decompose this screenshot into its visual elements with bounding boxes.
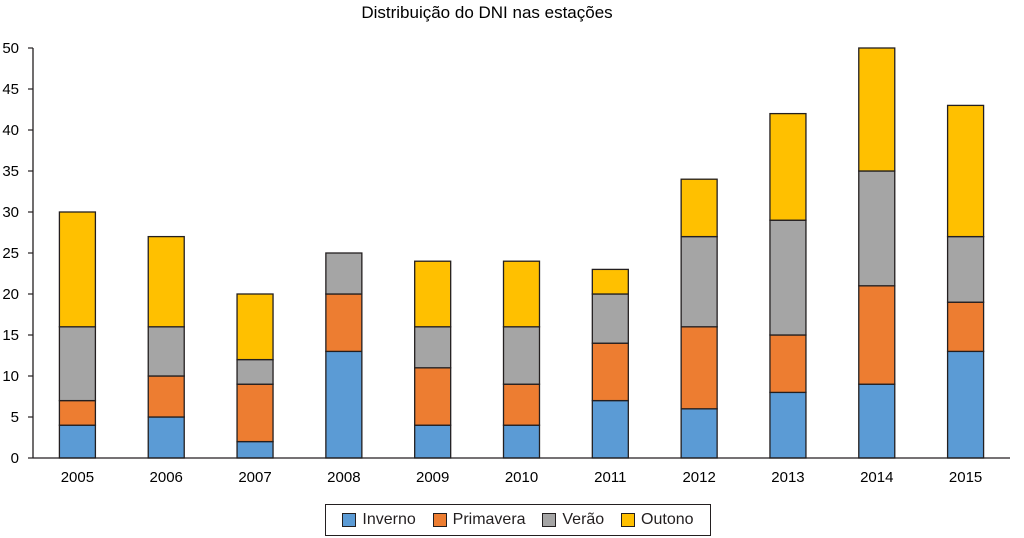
bar-verao-2007 [236, 358, 274, 385]
bar-outono-2007 [236, 293, 274, 361]
bar-primavera-2006 [147, 375, 185, 418]
x-tick-label: 2005 [61, 469, 94, 486]
bar-outono-2005 [58, 211, 97, 328]
bar-outono-2009 [414, 260, 452, 328]
bar-inverno-2005 [58, 424, 97, 459]
legend-item: Outono [621, 511, 694, 529]
legend-item: Inverno [342, 511, 416, 529]
y-tick-label: 15 [2, 327, 19, 344]
y-tick-label: 25 [2, 245, 19, 262]
x-tick-label: 2015 [949, 469, 982, 486]
bar-primavera-2013 [769, 334, 807, 394]
bar-outono-2015 [946, 104, 985, 238]
x-tick-label: 2006 [150, 469, 183, 486]
chart-title: Distribuição do DNI nas estações [361, 3, 612, 22]
legend-swatch [621, 513, 636, 527]
legend-label: Outono [641, 511, 694, 528]
bar-verao-2014 [858, 170, 896, 287]
legend: Inverno Primavera Verão Outono [325, 504, 711, 536]
bar-primavera-2005 [58, 399, 97, 426]
bar-primavera-2014 [858, 285, 896, 385]
y-axis: 0 5 10 15 20 25 30 35 40 45 50 [2, 40, 34, 467]
x-tick-label: 2012 [682, 469, 715, 486]
x-tick-label: 2014 [860, 469, 893, 486]
bar-verao-2015 [946, 235, 985, 303]
bar-outono-2006 [147, 235, 185, 328]
bar-inverno-2015 [946, 350, 985, 459]
bar-inverno-2007 [236, 440, 274, 459]
bar-inverno-2011 [591, 399, 629, 459]
legend-label: Inverno [362, 511, 416, 528]
y-tick-label: 45 [2, 81, 19, 98]
legend-swatch [432, 513, 447, 527]
y-tick-label: 10 [2, 368, 19, 385]
bar-outono-2013 [769, 112, 807, 221]
x-tick-label: 2011 [594, 469, 626, 486]
bar-verao-2013 [769, 219, 807, 336]
x-tick-label: 2009 [416, 469, 449, 486]
y-tick-label: 30 [2, 204, 19, 221]
legend-item: Verão [542, 511, 604, 529]
bar-inverno-2013 [769, 391, 807, 459]
bar-inverno-2006 [147, 416, 185, 459]
bar-inverno-2009 [414, 424, 452, 459]
bar-primavera-2008 [325, 293, 363, 353]
legend-label: Verão [562, 511, 605, 528]
legend-label: Primavera [452, 511, 526, 528]
bar-outono-2011 [591, 268, 629, 295]
bar-primavera-2009 [414, 367, 452, 426]
legend-swatch [542, 513, 557, 527]
y-tick-label: 5 [11, 409, 19, 426]
x-tick-label: 2013 [771, 469, 804, 486]
bar-inverno-2008 [325, 350, 363, 459]
y-tick-label: 20 [2, 286, 19, 303]
bar-primavera-2007 [236, 383, 274, 443]
bar-primavera-2012 [680, 326, 718, 410]
bar-verao-2010 [502, 326, 541, 385]
bar-primavera-2010 [502, 383, 541, 426]
bars [58, 47, 985, 459]
bar-inverno-2012 [680, 408, 718, 459]
x-tick-label: 2008 [327, 469, 360, 486]
bar-outono-2014 [858, 47, 896, 172]
bar-verao-2005 [58, 326, 97, 402]
bar-primavera-2011 [591, 342, 629, 402]
y-tick-label: 40 [2, 122, 19, 139]
bar-inverno-2010 [502, 424, 541, 459]
y-tick-label: 35 [2, 163, 19, 180]
x-axis: 2005 2006 2007 2008 2009 2010 2011 2012 2013 2014… [33, 457, 1010, 486]
x-tick-label: 2007 [238, 469, 271, 486]
legend-item: Primavera [432, 511, 526, 529]
bar-verao-2011 [591, 293, 629, 344]
bar-verao-2006 [147, 326, 185, 377]
bar-verao-2012 [680, 235, 718, 328]
bar-verao-2008 [325, 252, 363, 295]
chart-area: Distribuição do DNI nas estações 0 5 10 15 2… [2, 3, 1010, 486]
y-tick-label: 50 [2, 40, 19, 57]
x-tick-label: 2010 [505, 469, 538, 486]
bar-inverno-2014 [858, 383, 896, 459]
bar-verao-2009 [414, 326, 452, 369]
bar-primavera-2015 [946, 301, 985, 353]
y-tick-label: 0 [11, 450, 19, 467]
bar-outono-2010 [502, 260, 541, 328]
legend-swatch [342, 513, 357, 527]
bar-outono-2012 [680, 178, 718, 238]
